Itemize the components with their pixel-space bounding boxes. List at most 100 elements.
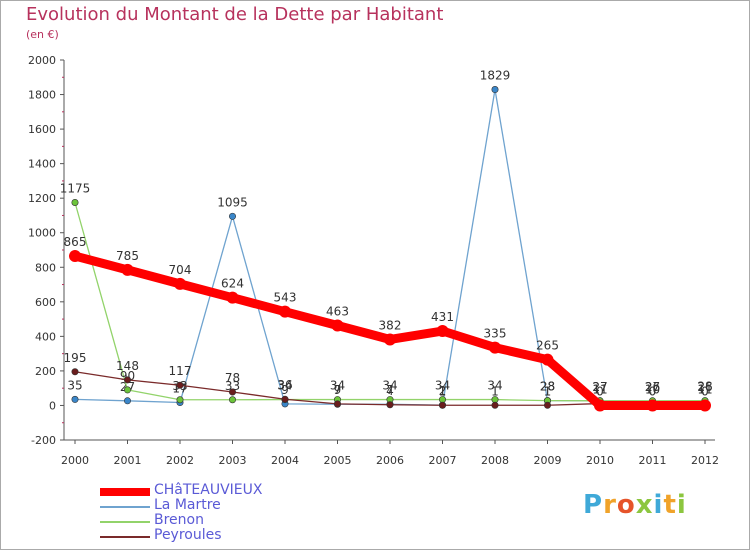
y-tick-label: 200 (35, 365, 56, 378)
data-label: 26 (645, 380, 660, 394)
data-label: 1 (439, 384, 447, 398)
x-tick-label: 2003 (219, 454, 247, 467)
data-point (229, 396, 237, 404)
data-label: 1 (491, 384, 499, 398)
data-label: 9 (281, 383, 289, 397)
logo-letter: i (676, 490, 687, 520)
proxiti-logo: Proxiti (583, 490, 687, 520)
y-tick-label: 1800 (28, 89, 56, 102)
data-point (386, 401, 394, 409)
data-label: 36 (277, 378, 292, 392)
data-label: 1 (544, 384, 552, 398)
data-label: 382 (379, 318, 402, 332)
y-tick-label: -200 (31, 434, 56, 447)
legend-item: CHâTEAUVIEUX (100, 482, 360, 499)
data-label: 195 (64, 351, 87, 365)
data-label: 28 (697, 380, 712, 394)
data-label: 0 (701, 384, 709, 398)
data-label: 9 (334, 383, 342, 397)
data-label: 35 (67, 378, 82, 392)
data-point (384, 333, 396, 346)
data-label: 10 (645, 383, 660, 397)
x-tick-label: 2005 (324, 454, 352, 467)
data-label: 11 (697, 383, 712, 397)
data-label: 34 (382, 379, 397, 393)
data-point (699, 399, 711, 412)
x-tick-label: 2011 (639, 454, 667, 467)
series-line (74, 88, 706, 406)
data-label: 27 (592, 380, 607, 394)
data-label: 7 (334, 383, 342, 397)
data-point (229, 388, 237, 396)
data-point (436, 325, 449, 338)
y-tick-label: 800 (35, 261, 56, 274)
data-label: 624 (221, 277, 244, 291)
data-label: 34 (435, 379, 450, 393)
data-label: 148 (116, 359, 139, 373)
logo-letter: t (663, 490, 677, 520)
x-tick-label: 2000 (61, 454, 89, 467)
data-label: 335 (484, 327, 507, 341)
data-point (124, 376, 132, 384)
data-point (543, 401, 551, 409)
data-label: 117 (169, 364, 192, 378)
data-label: 78 (225, 371, 240, 385)
data-label: 26 (697, 380, 712, 394)
data-point (124, 397, 132, 405)
data-label: 34 (487, 379, 502, 393)
legend-label: Brenon (154, 512, 204, 528)
data-point (176, 396, 184, 404)
data-label: 34 (330, 379, 345, 393)
x-tick-label: 2009 (534, 454, 562, 467)
data-label: 265 (536, 339, 559, 353)
data-label: 28 (540, 380, 555, 394)
data-label: 34 (277, 379, 292, 393)
legend-item: La Martre (100, 497, 360, 514)
data-point (594, 399, 606, 412)
x-tick-label: 2010 (586, 454, 614, 467)
data-point (124, 386, 132, 394)
chart-title: Evolution du Montant de la Dette par Hab… (26, 4, 444, 25)
x-tick-label: 2004 (271, 454, 299, 467)
legend-label: La Martre (154, 497, 221, 513)
data-point (333, 400, 341, 408)
data-point (226, 291, 239, 304)
data-label: 2 (439, 384, 447, 398)
data-point (71, 368, 79, 376)
data-point (491, 401, 499, 409)
data-label: 0 (649, 384, 657, 398)
legend-swatch (100, 536, 150, 538)
data-point (174, 277, 186, 290)
legend-swatch (100, 521, 150, 523)
data-label: 0 (596, 384, 604, 398)
data-point (438, 401, 446, 409)
y-tick-label: 400 (35, 330, 56, 343)
data-label: 11 (592, 383, 607, 397)
data-point (281, 395, 289, 403)
logo-letter: x (635, 490, 654, 520)
data-label: 7 (386, 383, 394, 397)
data-label: 27 (592, 380, 607, 394)
x-tick-label: 2002 (166, 454, 194, 467)
data-point (646, 399, 659, 412)
data-point (279, 305, 291, 318)
line-chart: -200020040060080010001200140016001800200… (28, 54, 719, 467)
x-tick-label: 2007 (429, 454, 457, 467)
x-tick-label: 2012 (691, 454, 719, 467)
y-tick-label: 2000 (28, 54, 56, 67)
data-label: 431 (431, 310, 454, 324)
chart-subtitle: (en €) (26, 28, 59, 41)
data-point (69, 250, 81, 263)
data-label: 463 (326, 304, 349, 318)
data-point (489, 341, 501, 354)
data-label: 27 (645, 380, 660, 394)
data-point (229, 212, 237, 220)
data-label: 4 (386, 384, 394, 398)
data-label: 865 (64, 235, 87, 249)
logo-letter: P (583, 490, 604, 520)
data-point (331, 319, 344, 332)
x-tick-label: 2008 (481, 454, 509, 467)
legend-label: Peyroules (154, 527, 222, 543)
data-point (71, 395, 79, 403)
data-label: 785 (116, 249, 139, 263)
